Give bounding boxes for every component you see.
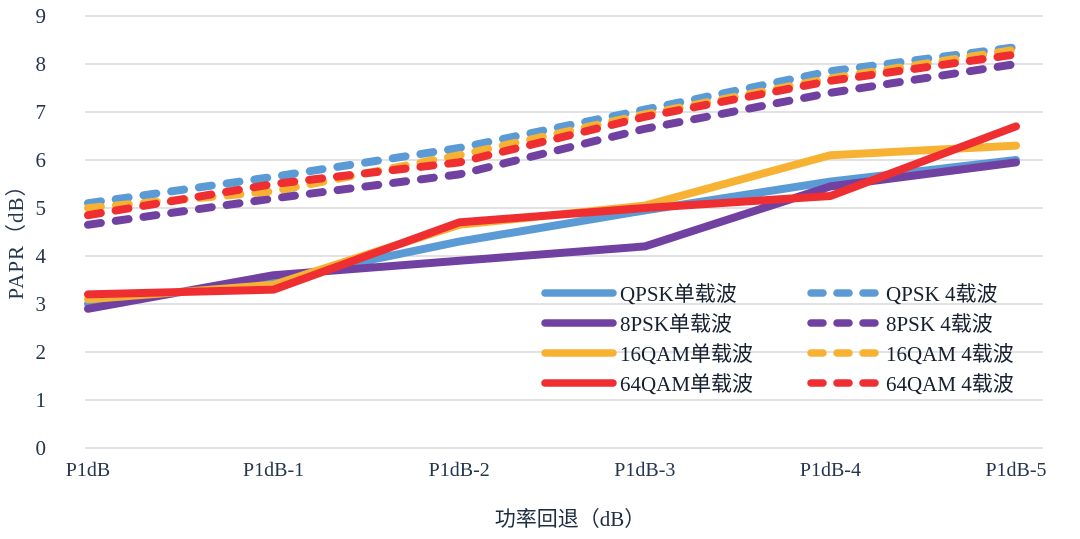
series-line — [84, 122, 1020, 299]
legend-solid-line-swatch — [541, 379, 617, 387]
legend-dashed-line-swatch — [807, 349, 883, 357]
y-tick-label: 7 — [35, 100, 47, 124]
x-tick-label: P1dB — [65, 459, 111, 481]
x-tick-label: P1dB-3 — [614, 459, 676, 481]
legend-label: 64QAM 4载波 — [886, 372, 1014, 396]
legend-label: 16QAM单载波 — [620, 342, 754, 366]
y-tick-label: 1 — [35, 388, 47, 412]
legend-item: 8PSK单载波 — [540, 308, 753, 338]
legend-solid-line-swatch — [541, 289, 617, 297]
x-tick-label: P1dB-1 — [243, 459, 305, 481]
legend-solid-line-swatch — [541, 319, 617, 327]
legend-item: QPSK单载波 — [540, 278, 753, 308]
legend-column-four-carrier: QPSK 4载波 8PSK 4载波 16QAM 4载波 64QAM 4载波 — [806, 278, 1014, 398]
y-tick-label: 9 — [35, 4, 47, 28]
y-tick-label: 4 — [35, 244, 47, 268]
legend-dashed-line-swatch — [807, 289, 883, 297]
series-line — [84, 60, 1020, 229]
y-tick-label: 0 — [35, 436, 47, 460]
series-line — [84, 50, 1020, 220]
series-line — [84, 43, 1020, 208]
y-tick-label: 2 — [35, 340, 47, 364]
y-tick-label: 6 — [35, 148, 47, 172]
legend-item: 64QAM 4载波 — [806, 368, 1014, 398]
legend-item: 16QAM单载波 — [540, 338, 753, 368]
legend-item: 64QAM单载波 — [540, 368, 753, 398]
y-tick-label: 8 — [35, 52, 47, 76]
legend-item: QPSK 4载波 — [806, 278, 1014, 308]
x-tick-label: P1dB-2 — [428, 459, 490, 481]
y-tick-label: 3 — [35, 292, 47, 316]
legend-column-single-carrier: QPSK单载波 8PSK单载波 16QAM单载波 64QAM单载波 — [540, 278, 753, 398]
y-tick-label: 5 — [35, 196, 47, 220]
x-tick-label: P1dB-5 — [985, 459, 1047, 481]
legend-dashed-line-swatch — [807, 319, 883, 327]
x-axis-title: 功率回退（dB） — [494, 507, 646, 531]
legend-label: 8PSK 4载波 — [886, 312, 993, 336]
legend-dashed-line-swatch — [807, 379, 883, 387]
legend-item: 16QAM 4载波 — [806, 338, 1014, 368]
y-axis-title: PAPR（dB） — [4, 174, 28, 300]
legend-label: 16QAM 4载波 — [886, 342, 1014, 366]
legend-label: QPSK 4载波 — [886, 282, 998, 306]
x-tick-label: P1dB-4 — [799, 459, 861, 481]
legend-item: 8PSK 4载波 — [806, 308, 1014, 338]
legend-label: QPSK单载波 — [620, 282, 737, 306]
legend-solid-line-swatch — [541, 349, 617, 357]
legend-label: 64QAM单载波 — [620, 372, 754, 396]
legend-label: 8PSK单载波 — [620, 312, 733, 336]
